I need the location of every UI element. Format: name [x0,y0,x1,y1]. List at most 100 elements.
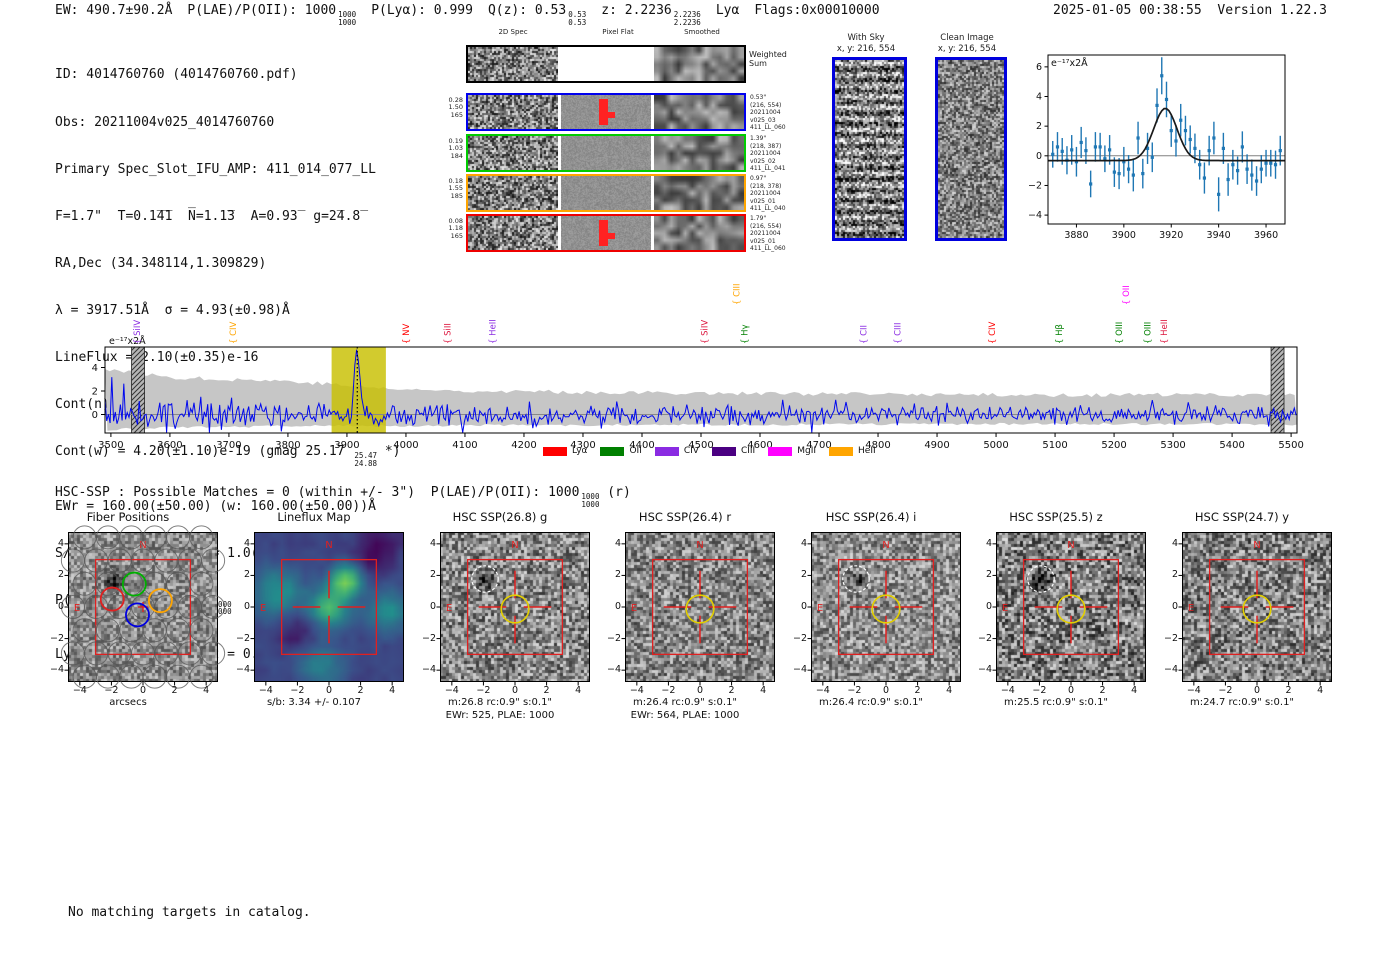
full-spectrum-plot: 3500 3600 3700 3800 3900 4000 4100 4200 4300 4400… [92,283,1304,451]
info-line: λ = 3917.51Å σ = 4.93(±0.98)Å [55,302,290,318]
fiber-pixelflat-image [561,216,651,250]
tick-label: 4100 [452,440,477,451]
tick-label: 0 [985,601,992,612]
spectral-line-label: { OIII [1115,322,1125,344]
catalog-notes: No matching targets in catalog. Row inte… [68,905,311,953]
plae-poii-value: P(LAE)/P(OII): 1000 1000 1000 [187,3,357,27]
tick-label: 0 [882,685,890,696]
tick-label: −2 [421,632,436,644]
info-line: Primary Spec_Slot_IFU_AMP: 411_014_077_L… [55,161,376,177]
fraction-stack: 0.53 0.53 [568,10,587,27]
tick-label: 4 [243,537,250,549]
info-line: Cont(w) = 4.20(±1.10)e-19 (gmag 25.17 25… [55,444,401,468]
legend-item: CIII [711,446,755,456]
tick-label: −4 [815,685,830,696]
tick-label: −2 [235,632,250,644]
tick-label: −4 [235,664,250,676]
tick-label: 0 [429,601,436,612]
spec2d-fiber-row [466,174,746,212]
tick-label: 5100 [1042,440,1067,451]
north-label: N [1253,540,1260,551]
tick-label: −2 [1163,632,1178,644]
tick-label: 2 [1285,685,1292,696]
tick-label: 4 [946,685,953,696]
tick-label: 4 [1131,685,1138,696]
fiber-2dspec-image [468,176,558,210]
bad-pixel-arrow-icon [599,220,615,246]
tick-label: −2 [661,685,676,696]
plya-value: P(Lyα): 0.999 [371,3,473,18]
cutout-overlay: NE [60,525,226,689]
tick-label: 2 [728,685,735,696]
spectral-line-label: { CIII [732,283,742,305]
tick-label: 4 [429,537,436,549]
east-label: E [446,603,452,614]
spectral-line-label: { SiIV [133,320,143,344]
tick-label: 0 [243,601,250,612]
tick-label: 2 [985,569,992,581]
spectral-line-label: { OIII [1144,322,1154,344]
tick-label: 3920 [1159,230,1183,241]
lineflux-map-image [254,532,404,682]
tick-label: 3900 [1112,230,1136,241]
tick-label: −4 [444,685,459,696]
tick-label: 2 [57,569,64,581]
col-header-pixelflat: Pixel Flat [602,28,634,36]
tick-label: 4600 [747,440,772,451]
tick-label: 0 [92,410,98,421]
fiber-pixelflat-image [561,136,651,170]
tick-label: 2 [429,569,436,581]
spec2d-weighted-row [466,45,746,83]
emission-line-fit-plot: 3880 3900 3920 3940 3960 −4 −2 0 2 4 6 e⁻¹⁷x2Å [1028,54,1286,241]
cutout-image [1182,532,1332,682]
tick-label: 4 [614,537,621,549]
timestamp: 2025-01-05 00:38:55 [1053,3,1202,18]
north-label: N [1067,540,1074,551]
east-label: E [1188,603,1194,614]
north-label: N [139,540,146,551]
tick-label: 3700 [216,440,241,451]
weighted-pixelflat-blank [561,47,651,81]
tick-label: 4 [800,537,807,549]
spectral-line-label: { Hγ [741,324,751,344]
version: Version 1.22.3 [1217,3,1327,18]
fiber-pixelflat-image [561,95,651,129]
tick-label: 4 [1317,685,1324,696]
tick-label: 4 [1036,92,1042,103]
tick-label: −4 [72,685,87,696]
tick-label: 2 [357,685,364,696]
tick-label: 5400 [1219,440,1244,451]
clean-image [935,57,1007,241]
fiber-row-annotation: 0.97" (218, 378) 20211004 v025_01 411_LL_040 [750,175,786,212]
tick-label: −4 [1028,210,1042,221]
tick-label: 2 [1036,121,1042,132]
tick-label: 0 [1253,685,1261,696]
east-label: E [260,603,266,614]
tick-label: 2 [1099,685,1106,696]
tick-label: 4900 [924,440,949,451]
tick-label: 4 [575,685,582,696]
spectral-line-label: { Hβ [1055,324,1065,344]
legend-item: OII [600,446,642,456]
fiber-row-weights: 0.18 1.55 185 [448,177,463,200]
north-label: N [696,540,703,551]
fiber-smoothed-image [654,136,744,170]
tick-label: 0 [800,601,807,612]
tick-label: 4 [203,685,210,696]
tick-label: −2 [977,632,992,644]
fiber-row-weights: 0.19 1.03 184 [448,137,463,160]
spectral-line-label: { SiIV [701,320,711,344]
tick-label: 4000 [393,440,418,451]
with-sky-title: With Sky x, y: 216, 554 [836,33,896,54]
fiber-row-weights: 0.08 1.18 165 [448,217,463,240]
fiber-2dspec-image [468,136,558,170]
info-line: Obs: 20211004v025_4014760760 [55,114,275,130]
tick-label: 4800 [865,440,890,451]
